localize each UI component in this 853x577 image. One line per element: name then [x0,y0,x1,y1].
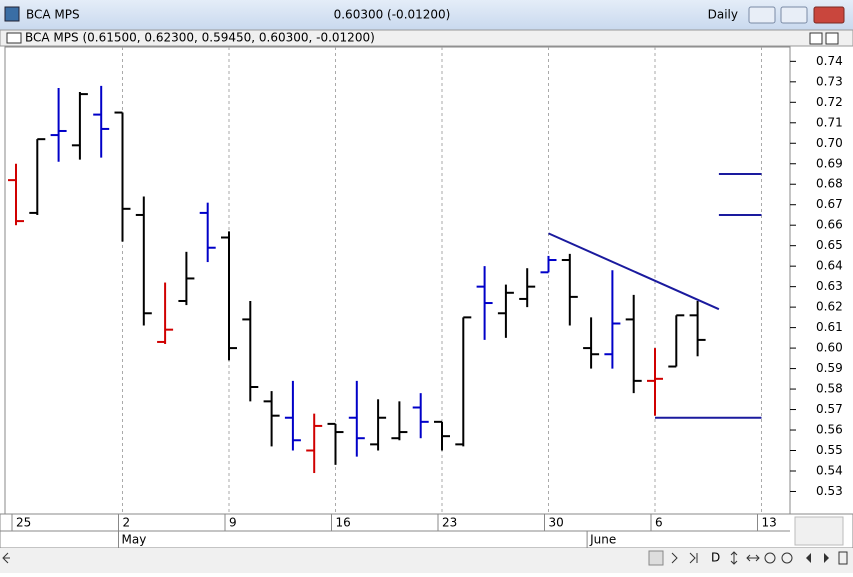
y-tick-label: 0.55 [816,443,843,457]
y-tick-label: 0.67 [816,197,843,211]
y-tick-label: 0.62 [816,300,843,314]
y-tick-label: 0.71 [816,115,843,129]
y-tick-label: 0.73 [816,74,843,88]
maximize-button[interactable] [780,6,808,24]
trend-line [548,232,720,311]
zoom-out[interactable] [764,552,776,564]
y-tick-label: 0.65 [816,238,843,252]
step-right[interactable] [671,552,678,564]
window-quote: 0.60300 (-0.01200) [334,8,451,22]
scroll-forward[interactable] [824,553,829,563]
y-tick-label: 0.74 [816,54,843,68]
y-tick-label: 0.61 [816,320,843,334]
title-bar [0,0,853,30]
interval: Daily [708,8,738,22]
y-tick-label: 0.68 [816,177,843,191]
y-tick-label: 0.66 [816,218,843,232]
y-tick-label: 0.53 [816,484,843,498]
x-tick-label: 30 [549,516,564,530]
scroll-bar [0,548,853,573]
x-tick-label: 23 [442,516,457,530]
x-tick-label: 25 [16,516,31,530]
month-label: May [122,533,147,547]
zoom-in[interactable] [781,552,793,564]
x-tick-label: 2 [123,516,131,530]
scroll-left[interactable] [2,552,10,564]
zoom-horizontal[interactable] [746,554,760,562]
zoom-vertical[interactable] [730,551,738,565]
y-tick-label: 0.54 [816,463,843,477]
y-tick-label: 0.63 [816,279,843,293]
window-title: BCA MPS [26,8,80,22]
corner-box [794,516,844,546]
month-label: June [589,533,616,547]
x-tick-label: 9 [229,516,237,530]
y-tick-label: 0.70 [816,136,843,150]
x-tick-label: 6 [655,516,663,530]
chart-title: BCA MPS (0.61500, 0.62300, 0.59450, 0.60… [25,31,375,45]
toolbar-d[interactable]: D [711,551,720,565]
y-tick-label: 0.72 [816,95,843,109]
minimize-button[interactable] [748,6,776,24]
close-button[interactable] [813,6,845,24]
y-tick-label: 0.59 [816,361,843,375]
close-chart-button[interactable] [825,32,839,45]
y-tick-label: 0.60 [816,341,843,355]
plot-area [4,46,791,515]
menu-button[interactable] [838,551,848,565]
app-icon [4,6,20,22]
y-tick-label: 0.58 [816,382,843,396]
y-tick-label: 0.57 [816,402,843,416]
x-tick-label: 16 [336,516,351,530]
scroll-thumb[interactable] [648,550,664,566]
y-tick-label: 0.56 [816,423,843,437]
restore-button[interactable] [809,32,823,45]
sub-icon [6,32,22,44]
scroll-back[interactable] [806,553,811,563]
sub-header [0,29,853,47]
y-tick-label: 0.69 [816,156,843,170]
x-tick-label: 13 [762,516,777,530]
y-tick-label: 0.64 [816,259,843,273]
end-button[interactable] [689,552,698,564]
